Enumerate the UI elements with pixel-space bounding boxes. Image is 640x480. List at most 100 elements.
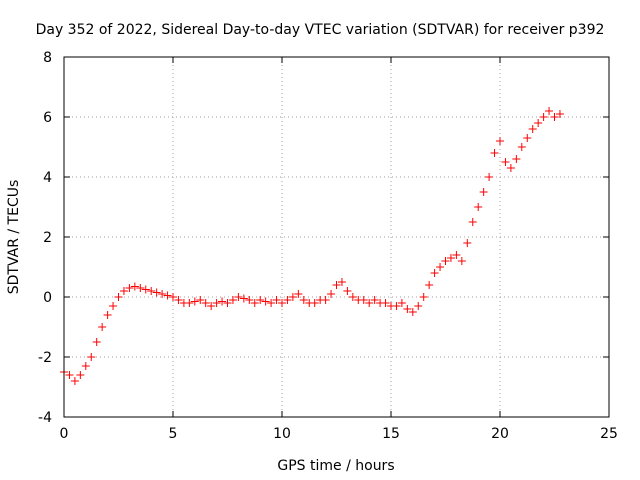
data-point (136, 284, 145, 292)
data-point (414, 302, 423, 310)
data-point (545, 107, 554, 115)
data-point (70, 377, 79, 385)
data-point (218, 297, 227, 306)
chart-title: Day 352 of 2022, Sidereal Day-to-day VTE… (36, 22, 605, 38)
data-point (501, 158, 510, 166)
y-tick-label: 0 (43, 290, 52, 306)
data-point (381, 299, 390, 307)
data-point (397, 299, 406, 307)
data-point (457, 257, 466, 265)
data-point (408, 308, 417, 316)
data-point (512, 155, 521, 163)
x-tick-label: 15 (382, 426, 400, 442)
data-point (490, 149, 499, 157)
data-point (141, 285, 150, 294)
data-point (463, 239, 472, 247)
data-point (337, 278, 346, 286)
data-point (441, 257, 450, 265)
data-point (321, 296, 330, 304)
data-point (278, 299, 286, 307)
data-point (169, 293, 177, 301)
data-point (506, 164, 515, 172)
data-point (468, 218, 477, 226)
data-point (125, 284, 134, 292)
axis-ticks: 0 5 10 15 20 25 -4 -2 0 2 4 6 8 (38, 50, 618, 442)
y-axis-label: SDTVAR / TECUs (6, 180, 22, 295)
data-point (403, 305, 412, 313)
data-point (267, 299, 276, 307)
data-point (419, 293, 428, 301)
x-tick-label: 0 (60, 426, 69, 442)
data-point (425, 281, 434, 289)
grid-lines (64, 57, 609, 417)
data-point (228, 296, 237, 304)
data-point (152, 288, 161, 297)
data-point (98, 323, 107, 331)
data-point (343, 287, 352, 295)
data-point (212, 299, 221, 307)
data-point (534, 119, 543, 127)
data-point (119, 287, 128, 295)
y-tick-label: 8 (43, 50, 52, 66)
data-point (234, 293, 243, 301)
data-point (114, 293, 123, 301)
data-point (496, 137, 504, 145)
data-point (283, 296, 292, 304)
x-axis-label: GPS time / hours (277, 458, 394, 474)
data-point (555, 110, 564, 118)
data-point (327, 290, 336, 298)
data-point (147, 287, 156, 295)
data-point (392, 302, 401, 310)
data-point (163, 291, 172, 300)
data-point (523, 134, 532, 142)
y-tick-label: -2 (38, 350, 52, 366)
data-point (261, 297, 270, 306)
data-point (359, 296, 368, 304)
y-tick-label: -4 (38, 410, 52, 426)
data-point (103, 311, 112, 319)
data-point (528, 125, 537, 133)
data-point (550, 113, 559, 121)
data-point (256, 296, 265, 304)
data-point (196, 296, 205, 304)
data-point (201, 299, 210, 307)
data-point (446, 254, 455, 262)
data-point (185, 299, 194, 307)
y-tick-label: 6 (43, 110, 52, 126)
data-point (109, 302, 118, 310)
data-point (158, 290, 167, 298)
data-point (207, 302, 216, 310)
data-point (250, 299, 259, 307)
data-point (452, 251, 461, 259)
data-point (436, 263, 445, 271)
data-point (348, 293, 357, 301)
data-point (223, 299, 232, 307)
data-point (272, 296, 281, 304)
data-points (60, 107, 564, 385)
data-point (288, 293, 297, 301)
data-point (81, 362, 90, 370)
data-point (539, 113, 548, 121)
x-tick-label: 25 (600, 426, 618, 442)
data-point (517, 143, 526, 151)
data-point (310, 299, 319, 307)
data-point (370, 296, 379, 304)
data-point (485, 173, 494, 181)
data-point (479, 188, 488, 196)
data-point (65, 371, 74, 379)
y-tick-label: 4 (43, 170, 52, 186)
y-tick-label: 2 (43, 230, 52, 246)
data-point (430, 269, 439, 277)
x-tick-label: 20 (491, 426, 509, 442)
x-tick-label: 5 (169, 426, 178, 442)
data-point (332, 281, 341, 289)
data-point (87, 353, 96, 361)
data-point (76, 371, 85, 379)
data-point (299, 296, 308, 304)
data-point (245, 296, 254, 304)
data-point (174, 296, 183, 304)
data-point (294, 290, 303, 298)
data-point (474, 203, 483, 211)
data-point (365, 299, 374, 307)
